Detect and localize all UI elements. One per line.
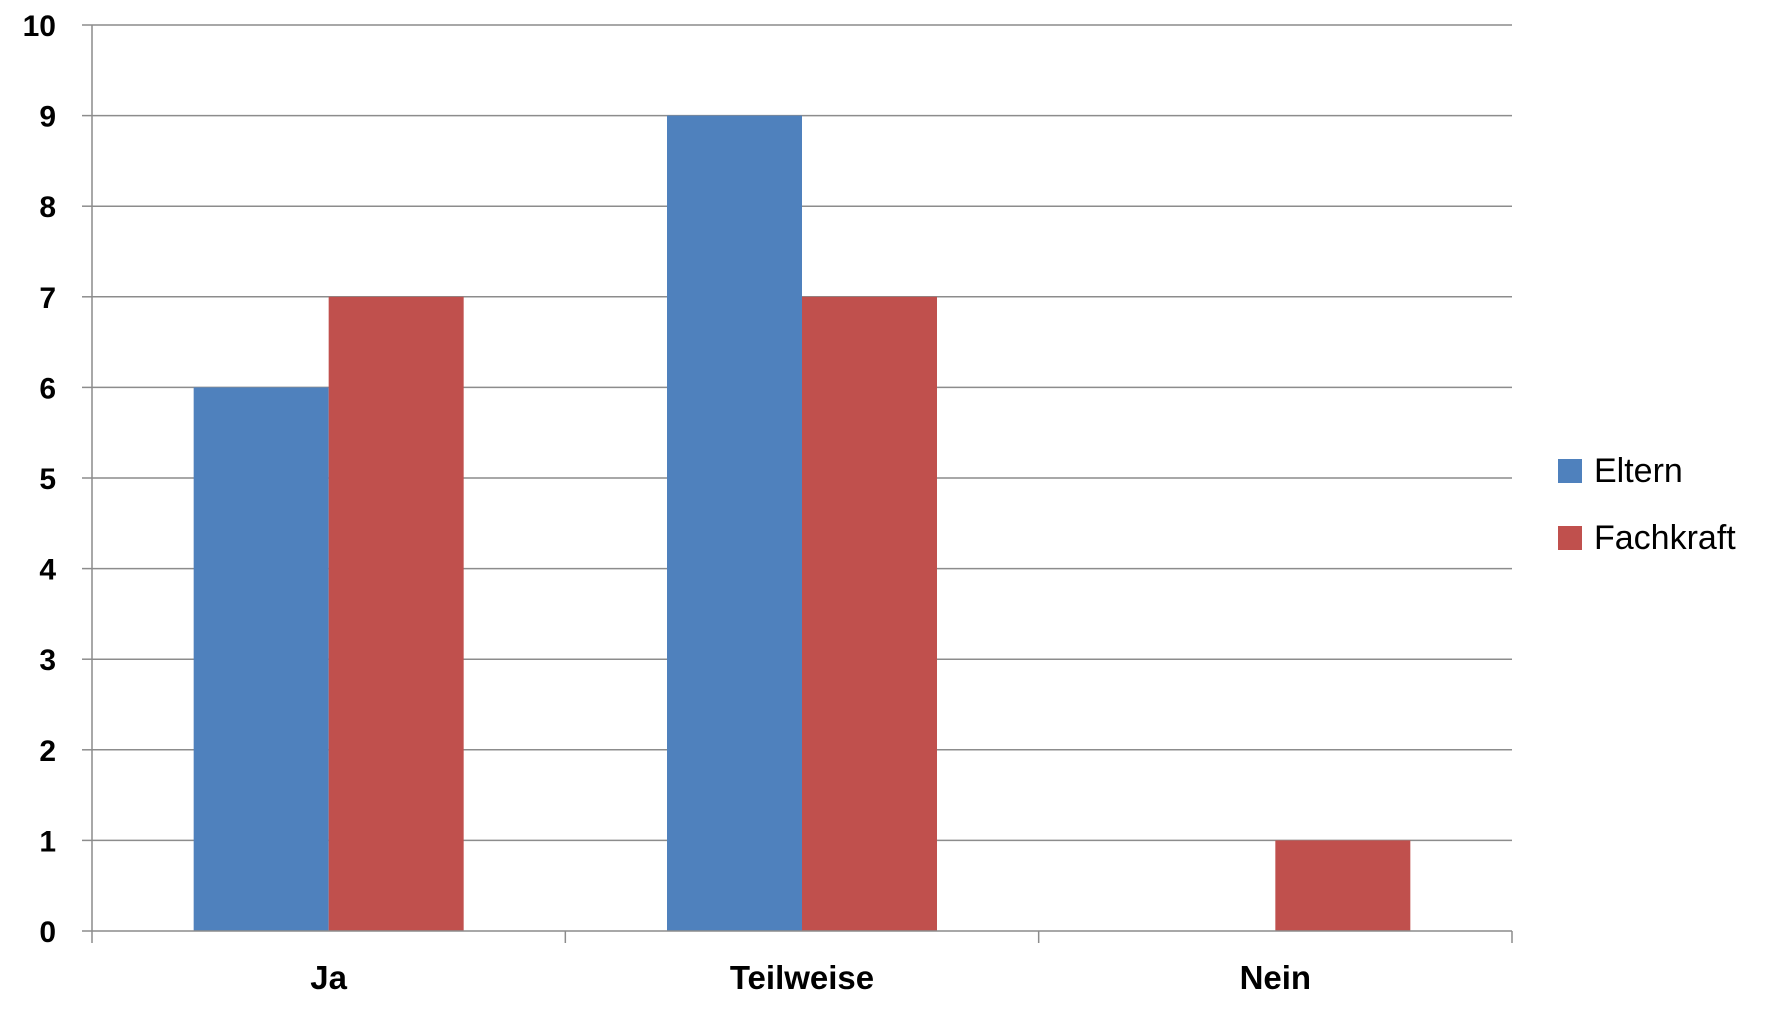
legend: Eltern Fachkraft xyxy=(1558,452,1736,557)
y-tick-label: 8 xyxy=(39,191,56,224)
axes xyxy=(82,24,1513,943)
y-tick-label: 6 xyxy=(39,372,56,405)
x-tick-labels: Ja Teilweise Nein xyxy=(310,959,1311,996)
y-tick-label: 5 xyxy=(39,463,56,496)
y-tick-label: 1 xyxy=(39,825,56,858)
x-tick-label: Ja xyxy=(310,959,347,996)
bar-fachkraft-nein xyxy=(1275,840,1411,931)
y-tick-labels: 0 1 2 3 4 5 6 7 8 9 10 xyxy=(23,10,57,949)
x-tick-label: Nein xyxy=(1240,959,1312,996)
y-tick-label: 3 xyxy=(39,644,56,677)
legend-swatch-eltern xyxy=(1558,459,1582,483)
y-tick-label: 10 xyxy=(23,10,56,43)
bar-eltern-ja xyxy=(193,387,329,931)
legend-label-fachkraft: Fachkraft xyxy=(1594,519,1736,557)
y-tick-label: 2 xyxy=(39,735,56,768)
y-tick-label: 4 xyxy=(39,554,56,587)
y-tick-label: 0 xyxy=(39,916,56,949)
bar-eltern-teilweise xyxy=(667,115,802,932)
bar-fachkraft-ja xyxy=(328,296,464,931)
bar-fachkraft-teilweise xyxy=(802,296,937,931)
x-tick-label: Teilweise xyxy=(730,959,874,996)
y-tick-label: 7 xyxy=(39,282,56,315)
legend-label-eltern: Eltern xyxy=(1594,452,1683,490)
legend-swatch-fachkraft xyxy=(1558,526,1582,550)
bars xyxy=(193,115,1411,932)
y-tick-label: 9 xyxy=(39,101,56,134)
